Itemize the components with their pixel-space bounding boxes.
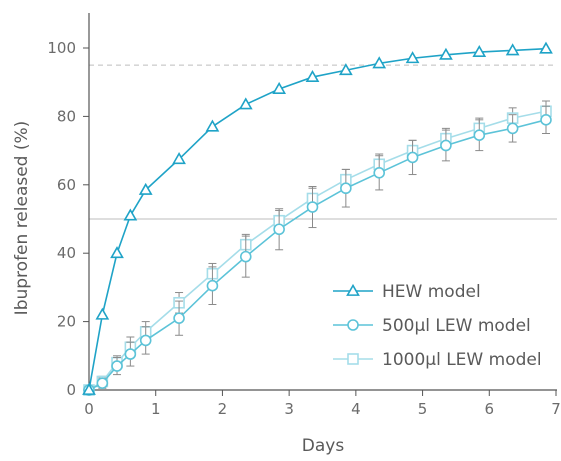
legend-item: 1000µl LEW model xyxy=(333,350,542,370)
data-point xyxy=(539,41,553,54)
y-axis-label: Ibuprofen released (%) xyxy=(12,121,32,316)
series-layer xyxy=(82,41,553,396)
data-point xyxy=(405,51,420,64)
y-tick-label: 0 xyxy=(66,381,76,399)
data-point xyxy=(473,129,486,142)
data-point xyxy=(505,43,520,56)
data-point xyxy=(139,334,152,347)
x-tick-label: 2 xyxy=(218,400,228,418)
data-point xyxy=(439,47,453,60)
data-point xyxy=(306,201,319,213)
data-point xyxy=(173,312,185,324)
data-point xyxy=(96,377,109,389)
data-point xyxy=(111,360,123,372)
x-tick-label: 1 xyxy=(151,400,161,418)
data-point xyxy=(124,348,137,360)
legend-marker xyxy=(347,319,359,331)
y-tick-label: 100 xyxy=(47,39,76,57)
x-tick-label: 3 xyxy=(284,400,294,418)
y-tick-label: 80 xyxy=(57,107,76,125)
x-tick-label: 6 xyxy=(485,400,495,418)
data-point xyxy=(138,182,153,195)
legend-label: 1000µl LEW model xyxy=(382,350,542,370)
data-point xyxy=(206,279,219,292)
data-point xyxy=(82,382,96,395)
data-point xyxy=(406,151,419,164)
reference-lines xyxy=(89,64,557,220)
axes xyxy=(88,13,557,391)
data-point xyxy=(205,119,220,132)
data-point xyxy=(540,114,552,126)
legend-label: 500µl LEW model xyxy=(382,316,531,336)
series-circle xyxy=(83,105,552,396)
data-point xyxy=(372,56,387,69)
data-point xyxy=(95,307,110,320)
y-tick-label: 40 xyxy=(57,244,76,262)
legend-label: HEW model xyxy=(382,282,481,302)
data-point xyxy=(340,182,352,195)
data-point xyxy=(472,44,487,58)
legend-marker xyxy=(347,353,359,365)
data-point xyxy=(305,69,320,82)
data-point xyxy=(110,246,124,259)
data-point xyxy=(238,97,253,110)
data-point xyxy=(172,152,186,165)
x-tick-label: 4 xyxy=(351,400,361,418)
data-point xyxy=(440,139,452,152)
y-tick-label: 20 xyxy=(57,313,76,331)
x-axis-label: Days xyxy=(302,436,345,456)
legend: HEW model 500µl LEW model 1000µl LEW model xyxy=(333,282,542,370)
data-point xyxy=(272,81,287,94)
x-tick-label: 5 xyxy=(418,400,428,418)
x-tick-label: 0 xyxy=(84,400,94,418)
data-point xyxy=(123,208,138,221)
y-tick-label: 60 xyxy=(57,176,76,194)
legend-marker xyxy=(346,283,360,296)
data-point xyxy=(338,63,353,76)
ticks: 0 1 2 3 4 5 6 7 0 20 40 60 80 100 xyxy=(47,39,560,418)
data-point xyxy=(506,122,519,135)
data-point xyxy=(373,167,386,179)
series-line xyxy=(88,110,547,391)
legend-item: HEW model xyxy=(333,282,481,302)
series-triangle xyxy=(82,41,553,395)
x-tick-label: 7 xyxy=(551,400,561,418)
data-point xyxy=(273,223,285,236)
legend-item: 500µl LEW model xyxy=(333,316,531,336)
data-point xyxy=(239,250,252,263)
